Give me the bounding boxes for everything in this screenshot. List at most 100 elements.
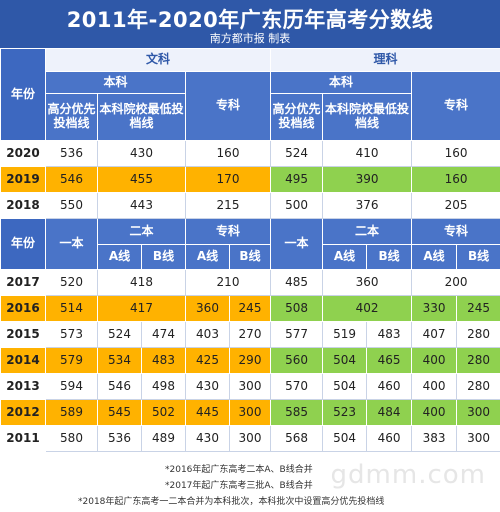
footnotes: *2016年起广东高考二本A、B线合并 *2017年起广东高考三批A、B线合并 … [0, 458, 500, 512]
value-cell: 573 [45, 321, 98, 348]
value-cell: 200 [411, 269, 500, 296]
header-like-yiben: 一本 [270, 218, 324, 270]
value-cell: 579 [45, 347, 98, 374]
value-cell: 570 [270, 373, 324, 400]
value-cell: 376 [322, 192, 413, 219]
year-cell: 2019 [0, 166, 46, 193]
table-row: 2016 514 417 360 245 508 402 330 245 [0, 295, 500, 322]
value-cell: 280 [456, 347, 500, 374]
value-cell: 514 [45, 295, 98, 322]
header-like-zhuanke: 专科 [411, 71, 500, 141]
value-cell: 585 [270, 399, 324, 426]
header-wenke-gaofen: 高分优先投档线 [45, 93, 98, 141]
table-row: 2018 550 443 215 500 376 205 [0, 192, 500, 219]
value-cell: 300 [228, 425, 272, 452]
page-title: 2011年-2020年广东历年高考分数线 [66, 8, 434, 32]
year-cell: 2014 [0, 347, 46, 374]
value-cell: 483 [141, 347, 186, 374]
header-like-erben: 二本 [322, 218, 413, 245]
value-cell: 205 [411, 192, 500, 219]
header-wenke-zhuanke-2: 专科 [184, 218, 272, 245]
header-like-er-b: B线 [366, 244, 413, 270]
value-cell: 523 [322, 399, 368, 426]
value-cell: 589 [45, 399, 98, 426]
footnote-2: *2017年起广东高考三批A、B线合并 [165, 481, 313, 491]
value-cell: 430 [185, 373, 230, 400]
value-cell: 445 [185, 399, 230, 426]
value-cell: 160 [411, 140, 500, 167]
value-cell: 160 [411, 166, 500, 193]
value-cell: 425 [185, 347, 230, 374]
value-cell: 430 [97, 140, 186, 167]
value-cell: 245 [456, 295, 500, 322]
value-cell: 504 [322, 373, 368, 400]
header-like-benke-yuanxiao: 本科院校最低投档线 [322, 93, 413, 141]
header-wenke-benke: 本科 [45, 71, 186, 94]
value-cell: 400 [411, 373, 458, 400]
value-cell: 577 [270, 321, 324, 348]
value-cell: 520 [45, 269, 98, 296]
value-cell: 210 [184, 269, 272, 296]
value-cell: 594 [45, 373, 98, 400]
header-like-er-a: A线 [322, 244, 368, 270]
value-cell: 400 [411, 347, 458, 374]
value-cell: 383 [411, 425, 458, 452]
year-cell: 2013 [0, 373, 46, 400]
value-cell: 418 [97, 269, 186, 296]
watermark: gdmm.com [330, 460, 486, 490]
value-cell: 417 [97, 295, 186, 322]
value-cell: 504 [322, 347, 368, 374]
value-cell: 560 [270, 347, 324, 374]
value-cell: 245 [228, 295, 272, 322]
value-cell: 400 [411, 399, 458, 426]
header-like-benke: 本科 [270, 71, 413, 94]
value-cell: 280 [456, 321, 500, 348]
header-wenke-erben: 二本 [97, 218, 186, 245]
value-cell: 546 [45, 166, 98, 193]
year-cell: 2011 [0, 425, 46, 452]
value-cell: 504 [322, 425, 368, 452]
year-cell: 2018 [0, 192, 46, 219]
header-year: 年份 [0, 48, 46, 141]
value-cell: 443 [97, 192, 186, 219]
value-cell: 330 [411, 295, 458, 322]
header-wenke-zk-b: B线 [228, 244, 272, 270]
value-cell: 489 [141, 425, 186, 452]
value-cell: 403 [185, 321, 230, 348]
header-wenke-benke-yuanxiao: 本科院校最低投档线 [97, 93, 186, 141]
value-cell: 360 [185, 295, 230, 322]
header-wenke-zk-a: A线 [185, 244, 230, 270]
table-row: 2012 589 545 502 445 300 585 523 484 400… [0, 399, 500, 426]
year-cell: 2015 [0, 321, 46, 348]
value-cell: 170 [184, 166, 272, 193]
header-wenke-yiben: 一本 [45, 218, 98, 270]
value-cell: 290 [228, 347, 272, 374]
value-cell: 160 [184, 140, 272, 167]
year-cell: 2012 [0, 399, 46, 426]
year-cell: 2016 [0, 295, 46, 322]
value-cell: 534 [97, 347, 142, 374]
table-row: 2013 594 546 498 430 300 570 504 460 400… [0, 373, 500, 400]
value-cell: 536 [45, 140, 98, 167]
value-cell: 498 [141, 373, 186, 400]
value-cell: 407 [411, 321, 458, 348]
value-cell: 300 [228, 373, 272, 400]
value-cell: 360 [322, 269, 413, 296]
header-wenke-er-b: B线 [141, 244, 186, 270]
table-row: 2020 536 430 160 524 410 160 [0, 140, 500, 167]
header-like: 理科 [270, 48, 500, 72]
value-cell: 402 [322, 295, 413, 322]
value-cell: 390 [322, 166, 413, 193]
value-cell: 215 [184, 192, 272, 219]
header-like-zk-a: A线 [411, 244, 458, 270]
value-cell: 545 [97, 399, 142, 426]
value-cell: 524 [97, 321, 142, 348]
value-cell: 568 [270, 425, 324, 452]
value-cell: 460 [366, 373, 413, 400]
table-row: 2011 580 536 489 430 300 568 504 460 383… [0, 425, 500, 452]
value-cell: 270 [228, 321, 272, 348]
value-cell: 455 [97, 166, 186, 193]
header-wenke: 文科 [44, 48, 272, 72]
value-cell: 483 [366, 321, 413, 348]
value-cell: 580 [45, 425, 98, 452]
